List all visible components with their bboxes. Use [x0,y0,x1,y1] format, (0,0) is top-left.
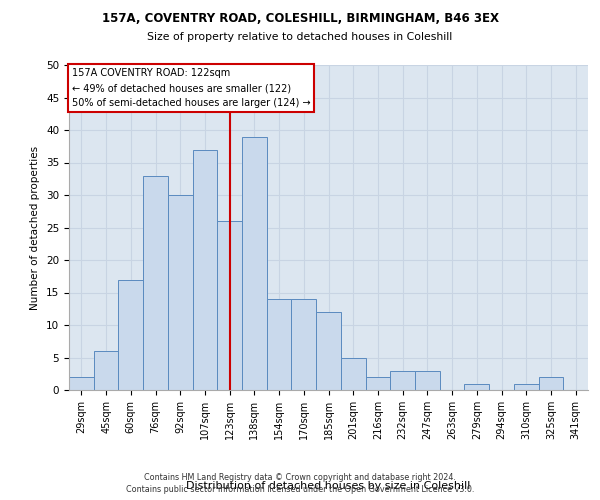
Bar [316,312,341,390]
Bar [292,299,316,390]
Y-axis label: Number of detached properties: Number of detached properties [31,146,40,310]
Bar [193,150,217,390]
Bar [242,136,267,390]
Text: 157A, COVENTRY ROAD, COLESHILL, BIRMINGHAM, B46 3EX: 157A, COVENTRY ROAD, COLESHILL, BIRMINGH… [101,12,499,26]
Bar [217,221,242,390]
Text: Contains HM Land Registry data © Crown copyright and database right 2024.
Contai: Contains HM Land Registry data © Crown c… [126,472,474,494]
Bar [168,195,193,390]
Bar [118,280,143,390]
Text: Size of property relative to detached houses in Coleshill: Size of property relative to detached ho… [148,32,452,42]
Bar [69,377,94,390]
Bar [94,351,118,390]
Bar [514,384,539,390]
Text: 157A COVENTRY ROAD: 122sqm
← 49% of detached houses are smaller (122)
50% of sem: 157A COVENTRY ROAD: 122sqm ← 49% of deta… [71,68,310,108]
Bar [341,358,365,390]
Bar [415,370,440,390]
Bar [390,370,415,390]
Bar [539,377,563,390]
X-axis label: Distribution of detached houses by size in Coleshill: Distribution of detached houses by size … [187,481,470,491]
Bar [143,176,168,390]
Bar [365,377,390,390]
Bar [267,299,292,390]
Bar [464,384,489,390]
